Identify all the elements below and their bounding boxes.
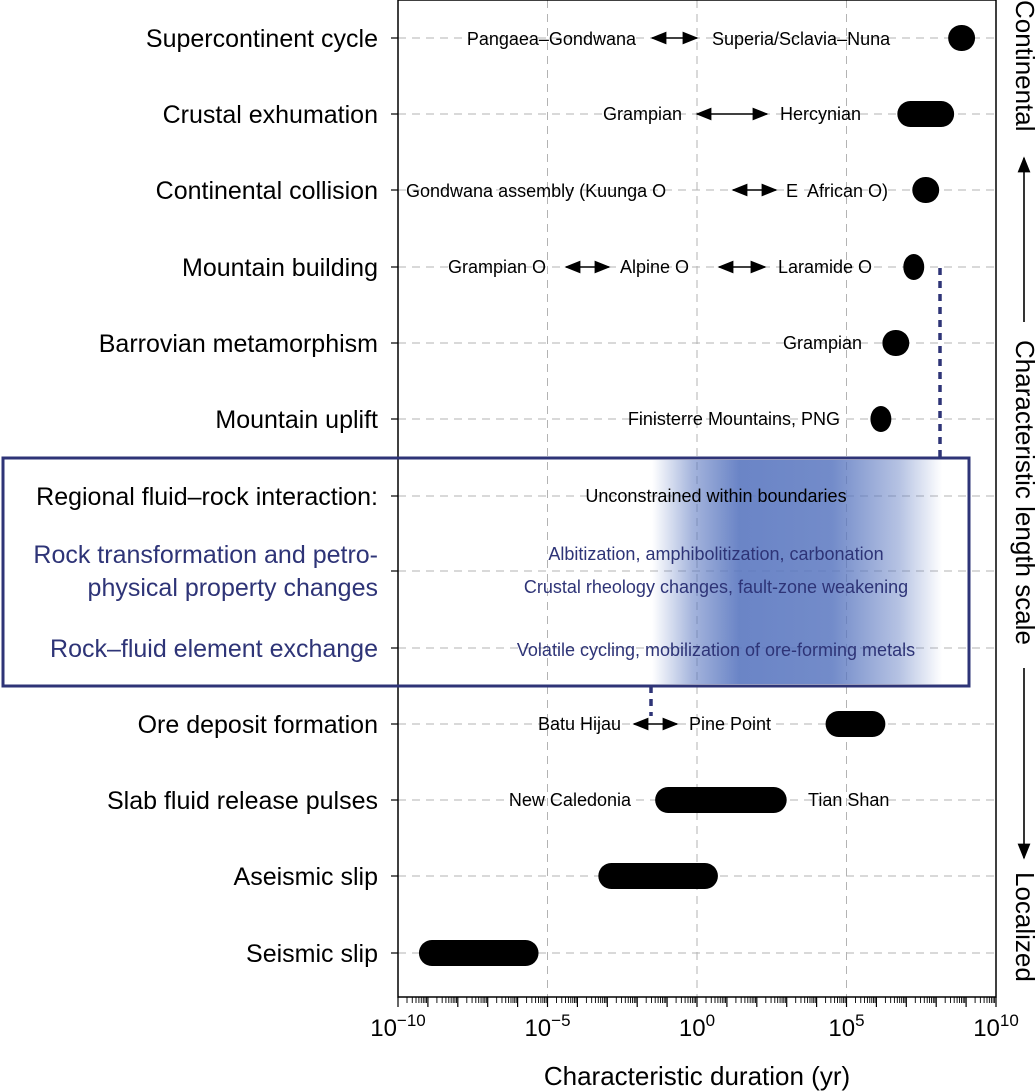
row-label: Aseismic slip [234,863,378,891]
row-label-line2: physical property changes [88,574,378,602]
label-characteristic-length-scale: Characteristic length scale [1010,340,1036,645]
note-grampian-barrovian: Grampian [783,333,862,353]
x-minor-ticks [406,997,996,1003]
annotations: Pangaea–Gondwana Superia/Sclavia–Nuna Gr… [406,29,915,810]
note-albitization: Albitization, amphibolitization, carbona… [548,544,883,564]
row-label: Seismic slip [246,940,378,968]
x-tick-labels: 10−10 10−5 100 105 1010 [370,1011,1019,1042]
row-label: Rock transformation and petro- [33,541,378,569]
note-hercynian: Hercynian [780,104,861,124]
row-label: Continental collision [156,177,378,205]
range-bar [948,25,976,51]
note-laramide-o: Laramide O [778,257,872,277]
note-gondwana-assembly: Gondwana assembly (Kuunga O [406,181,666,201]
right-side-label: Continental Characteristic length scale … [1010,0,1036,982]
label-continental: Continental [1010,0,1036,132]
range-bar [418,940,539,966]
range-bar [882,330,910,356]
range-bar [825,711,886,737]
range-bar [897,101,955,127]
range-bar [598,863,718,889]
x-tick-label: 10−5 [524,1011,570,1042]
note-finisterre: Finisterre Mountains, PNG [628,409,840,429]
note-alpine-o: Alpine O [620,257,689,277]
row-label: Supercontinent cycle [146,25,378,53]
range-bar [903,254,925,280]
range-bars [418,25,976,966]
row-labels: Supercontinent cycle Crustal exhumation Co… [33,25,378,968]
row-label: Crustal exhumation [163,101,378,129]
row-label: Ore deposit formation [138,711,378,739]
row-label: Slab fluid release pulses [107,787,378,815]
vertical-gridlines [547,0,847,997]
row-label: Barrovian metamorphism [99,330,378,358]
note-grampian-o: Grampian O [448,257,546,277]
row-label: Regional fluid–rock interaction: [36,483,378,511]
note-unconstrained: Unconstrained within boundaries [585,486,846,506]
row-label: Mountain building [182,254,378,282]
range-bar [912,177,940,203]
row-label: Mountain uplift [215,406,378,434]
note-superia: Superia/Sclavia–Nuna [712,29,891,49]
y-ticks [391,37,398,954]
range-bar [655,787,787,813]
x-tick-label: 10−10 [370,1011,426,1042]
note-grampian-exhumation: Grampian [603,104,682,124]
note-batu-hijau: Batu Hijau [538,714,621,734]
note-e-african: E African O) [786,181,888,201]
note-crustal-rheology: Crustal rheology changes, fault-zone wea… [524,577,908,597]
x-tick-label: 105 [828,1011,864,1042]
note-tian-shan: Tian Shan [808,790,889,810]
label-localized: Localized [1010,872,1036,982]
row-label: Rock–fluid element exchange [50,635,378,663]
note-pangaea: Pangaea–Gondwana [467,29,637,49]
x-tick-label: 100 [679,1011,715,1042]
x-major-ticks [397,997,997,1007]
fluid-rock-interaction-band [652,460,943,684]
note-new-caledonia: New Caledonia [509,790,632,810]
note-volatile-cycling: Volatile cycling, mobilization of ore-fo… [517,640,915,660]
x-tick-label: 1010 [973,1011,1019,1042]
fluid-rock-box [1,456,971,688]
x-axis-title: Characteristic duration (yr) [544,1061,850,1091]
range-bar [870,406,892,432]
note-pine-point: Pine Point [689,714,771,734]
